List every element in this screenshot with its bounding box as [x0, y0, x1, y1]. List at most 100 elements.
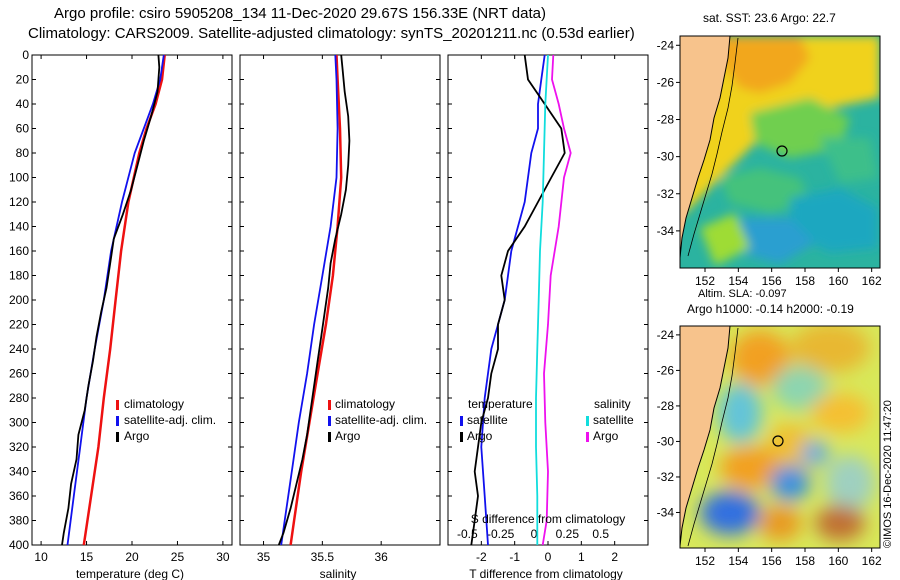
y-tick-label: 320 [9, 440, 29, 454]
series-argo [61, 54, 161, 546]
y-tick-label: 260 [9, 367, 29, 381]
legend-swatch-argo [328, 432, 331, 442]
legend-swatch-t-satellite [460, 416, 463, 426]
legend-swatch-satellite [328, 416, 331, 426]
x-tick-label: 1 [578, 550, 585, 564]
x-tick-label: -1 [509, 550, 520, 564]
series-temperature-argo [470, 54, 566, 546]
map-y-tick-label: -26 [657, 75, 675, 89]
legend-label-t-argo: Argo [467, 429, 493, 443]
profile-panels: 0204060801001201401601802002202402602803… [9, 48, 649, 580]
legend-label-argo: Argo [335, 429, 361, 443]
y-tick-label: 140 [9, 220, 29, 234]
difference-panel: -2 -1 0 1 2 -0.5 -0.25 0 0.25 0.5 [447, 54, 649, 564]
y-tick-label: 360 [9, 489, 29, 503]
map-y-tick-label: -32 [657, 187, 675, 201]
y-tick-label: 220 [9, 318, 29, 332]
x-tick-label: 15 [80, 550, 94, 564]
y-tick-label: 340 [9, 465, 29, 479]
map-y-tick-label: -34 [657, 505, 675, 519]
legend-swatch-climatology [328, 400, 331, 410]
top-x-tick-label: -0.25 [487, 527, 515, 541]
y-tick-label: 60 [16, 122, 30, 136]
y-tick-label: 120 [9, 195, 29, 209]
map-x-tick-label: 162 [862, 274, 882, 288]
x-tick-label: 35 [257, 550, 271, 564]
legend-swatch-t-argo [460, 432, 463, 442]
y-tick-label: 100 [9, 171, 29, 185]
series-climatology [82, 54, 166, 546]
legend-label-s-argo: Argo [593, 429, 619, 443]
legend-label-climatology: climatology [335, 397, 395, 411]
map-x-tick-label: 152 [695, 274, 715, 288]
map-x-tick-label: 158 [795, 274, 815, 288]
sst-map-title: sat. SST: 23.6 Argo: 22.7 [703, 11, 836, 25]
map-y-tick-label: -24 [657, 38, 675, 52]
series-climatology [289, 54, 343, 546]
legend-label-satellite: satellite-adj. clim. [335, 413, 427, 427]
argo-position-marker [772, 435, 784, 447]
map-x-tick-label: 154 [728, 274, 748, 288]
legend-swatch-argo [116, 432, 119, 442]
map-y-tick-label: -30 [657, 150, 675, 164]
x-tick-label: 25 [171, 550, 185, 564]
map-y-tick-label: -28 [657, 113, 675, 127]
y-tick-label: 200 [9, 293, 29, 307]
legend-label-t-satellite: satellite [467, 413, 508, 427]
sla-map-title-2: Argo h1000: -0.14 h2000: -0.19 [687, 302, 854, 316]
sst-field [680, 36, 880, 268]
y-tick-label: 380 [9, 514, 29, 528]
x-tick-label: 36 [374, 550, 388, 564]
y-tick-label: 180 [9, 269, 29, 283]
sst-map: 152 154 156 158 160 162 -24 -26 -28 -30 -32 -34 [657, 35, 882, 288]
argo-position-marker [776, 145, 788, 157]
x-tick-label: 20 [125, 550, 139, 564]
header-line-1: Argo profile: csiro 5905208_134 11-Dec-2… [54, 5, 546, 22]
legend-swatch-s-argo [586, 432, 589, 442]
series-salinity-satellite [535, 54, 549, 545]
map-x-tick-label: 160 [828, 274, 848, 288]
x-tick-label: 0 [545, 550, 552, 564]
top-x-tick-label: 0 [531, 527, 538, 541]
difference-legend: temperature satellite Argo salinity sate… [460, 397, 634, 526]
legend-swatch-climatology [116, 400, 119, 410]
salinity-panel: 35 35.5 36 [239, 54, 441, 564]
header-line-2: Climatology: CARS2009. Satellite-adjuste… [28, 25, 635, 42]
y-tick-label: 40 [16, 97, 30, 111]
map-y-tick-label: -24 [657, 328, 675, 342]
sla-map: 152 154 156 158 160 162 -24 -26 -28 -30 -32 -34 [657, 325, 882, 568]
top-x-tick-label: 0.25 [556, 527, 580, 541]
map-x-tick-label: 156 [762, 554, 782, 568]
y-tick-label: 0 [22, 48, 29, 62]
map-x-tick-label: 162 [862, 554, 882, 568]
legend-label-s-satellite: satellite [593, 413, 634, 427]
map-x-tick-label: 158 [795, 554, 815, 568]
legend-swatch-s-satellite [586, 416, 589, 426]
map-x-tick-label: 156 [762, 274, 782, 288]
map-x-tick-label: 160 [828, 554, 848, 568]
temperature-legend: climatology satellite-adj. clim. Argo [116, 397, 216, 443]
map-y-tick-label: -28 [657, 399, 675, 413]
salinity-axis-label: salinity [320, 567, 357, 580]
x-tick-label: 2 [611, 550, 618, 564]
x-tick-label: 35.5 [311, 550, 335, 564]
series-salinity-argo [541, 54, 572, 546]
imos-credit: ©IMOS 16-Dec-2020 11:47:20 [882, 400, 894, 548]
x-tick-label: 30 [216, 550, 230, 564]
difference-axis-label: T difference from climatology [469, 567, 623, 580]
legend-title-temperature: temperature [468, 397, 533, 411]
sla-map-title-1: Altim. SLA: -0.097 [698, 288, 787, 300]
y-tick-label: 80 [16, 146, 30, 160]
plot-frame [31, 54, 233, 546]
sst-axes: 152 154 156 158 160 162 -24 -26 -28 -30 -32 -34 [657, 38, 882, 288]
y-tick-label: 400 [9, 538, 29, 552]
y-tick-label: 160 [9, 244, 29, 258]
map-y-tick-label: -34 [657, 224, 675, 238]
map-x-tick-label: 152 [695, 554, 715, 568]
map-y-tick-label: -26 [657, 363, 675, 377]
map-y-tick-label: -32 [657, 470, 675, 484]
temperature-axis-label: temperature (deg C) [76, 567, 184, 580]
legend-swatch-satellite [116, 416, 119, 426]
legend-label-argo: Argo [124, 429, 150, 443]
x-tick-label: 10 [34, 550, 48, 564]
